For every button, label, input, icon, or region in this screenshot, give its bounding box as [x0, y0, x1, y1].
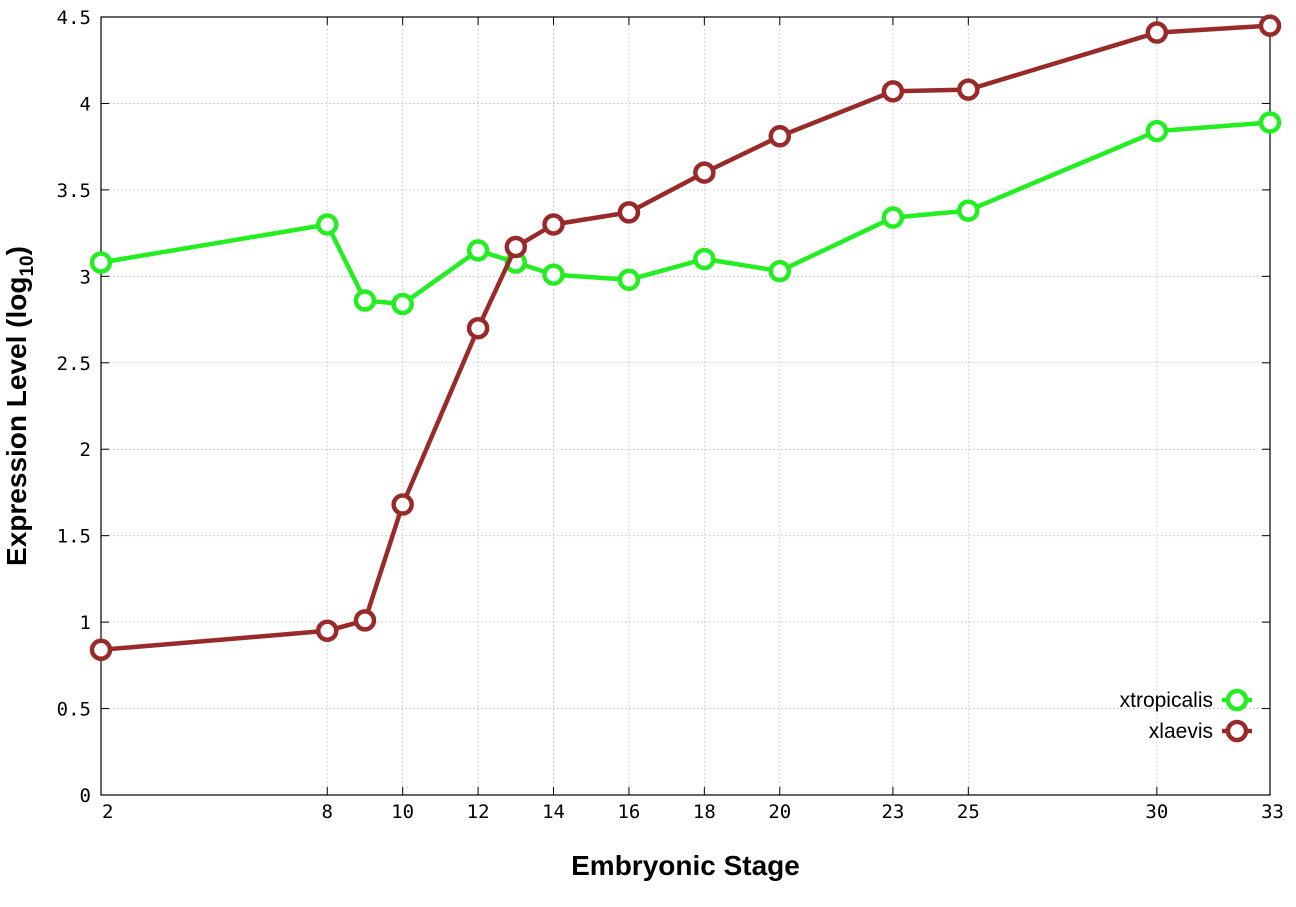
data-point-xtropicalis — [1145, 119, 1169, 143]
x-tick-label: 30 — [1145, 801, 1168, 823]
data-point-xtropicalis — [768, 259, 792, 283]
legend-entry-xtropicalis: xtropicalis — [1120, 688, 1252, 712]
data-point-xtropicalis — [617, 268, 641, 292]
y-tick-label: 2.5 — [57, 353, 91, 375]
data-point-xtropicalis — [353, 289, 377, 312]
data-point-xlaevis — [466, 316, 490, 340]
legend-label: xtropicalis — [1120, 689, 1213, 712]
data-point-xlaevis — [542, 213, 565, 236]
data-point-xtropicalis — [1258, 111, 1282, 134]
data-point-xlaevis — [89, 638, 113, 662]
x-axis-title: Embryonic Stage — [571, 850, 800, 881]
data-point-xtropicalis — [466, 239, 490, 262]
y-tick-label: 3.5 — [57, 180, 91, 202]
x-tick-label: 12 — [467, 801, 490, 823]
x-tick-label: 20 — [768, 801, 791, 823]
x-tick-label: 8 — [322, 801, 333, 823]
y-axis: 0 0.5 1 1.5 2 2.5 3 3.5 4 4.5 — [57, 7, 1270, 807]
data-point-xlaevis — [316, 619, 339, 643]
series-lines — [89, 14, 1282, 662]
x-tick-label: 25 — [957, 801, 980, 823]
data-point-xtropicalis — [881, 206, 905, 229]
y-axis-title-main: Expression Level (log — [1, 277, 32, 566]
x-tick-label: 14 — [542, 801, 565, 823]
legend: xtropicalis xlaevis — [1120, 688, 1252, 743]
x-tick-label: 23 — [881, 801, 904, 823]
data-point-xtropicalis — [693, 247, 716, 271]
data-point-xlaevis — [1258, 14, 1282, 37]
y-tick-label: 4.5 — [57, 7, 91, 29]
y-tick-label: 0.5 — [57, 699, 91, 721]
legend-marker — [1225, 719, 1249, 743]
x-tick-label: 16 — [617, 801, 640, 823]
data-point-xtropicalis — [316, 213, 339, 236]
y-axis-title-close: ) — [1, 246, 32, 255]
data-point-xtropicalis — [89, 251, 113, 274]
x-tick-label: 10 — [391, 801, 414, 823]
y-tick-label: 3 — [80, 266, 91, 288]
data-point-xlaevis — [353, 609, 377, 632]
data-point-xlaevis — [1145, 21, 1169, 44]
data-point-xlaevis — [957, 78, 980, 101]
data-point-xtropicalis — [957, 199, 980, 222]
data-point-xlaevis — [768, 125, 792, 148]
legend-label: xlaevis — [1149, 720, 1213, 743]
y-tick-label: 4 — [80, 93, 91, 115]
plot-frame — [100, 16, 1271, 796]
data-point-xlaevis — [504, 235, 528, 259]
x-tick-label: 18 — [693, 801, 716, 823]
x-tick-label: 33 — [1261, 801, 1284, 823]
data-point-xtropicalis — [542, 263, 565, 286]
x-tick-label: 2 — [102, 801, 113, 823]
legend-marker — [1225, 688, 1249, 712]
series-xtropicalis — [89, 111, 1282, 316]
series-line-xtropicalis — [100, 120, 1271, 307]
y-tick-label: 1.5 — [57, 526, 91, 548]
data-point-xlaevis — [617, 201, 641, 224]
data-point-xtropicalis — [391, 292, 414, 316]
data-point-xlaevis — [693, 161, 716, 184]
grid — [101, 17, 1270, 795]
y-axis-title: Expression Level (log10) — [1, 246, 38, 566]
data-point-xlaevis — [881, 80, 905, 103]
y-tick-label: 1 — [80, 612, 91, 634]
x-axis: 2 8 10 12 14 16 18 20 23 25 30 33 — [100, 17, 1284, 823]
series-xlaevis — [89, 14, 1282, 662]
y-tick-label: 0 — [80, 785, 91, 807]
y-axis-title-subscript: 10 — [17, 255, 38, 276]
y-tick-label: 2 — [80, 439, 91, 461]
series-line-xlaevis — [100, 23, 1271, 653]
data-point-xlaevis — [391, 493, 414, 516]
legend-entry-xlaevis: xlaevis — [1149, 719, 1252, 743]
